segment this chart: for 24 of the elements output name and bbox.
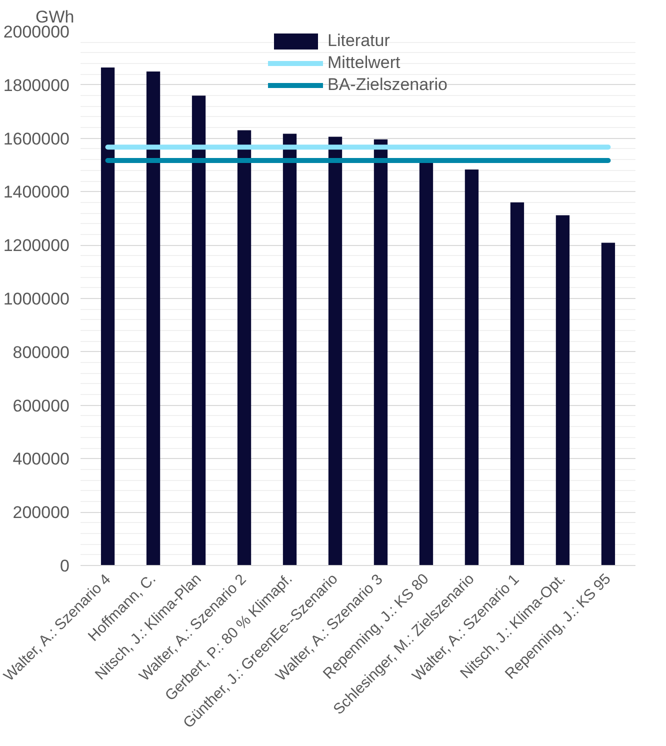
bar bbox=[510, 202, 524, 566]
bar bbox=[328, 136, 342, 566]
bar bbox=[146, 72, 160, 566]
y-tick-label: 200000 bbox=[12, 503, 70, 522]
y-tick-label: 400000 bbox=[12, 450, 70, 469]
y-tick-label: 1000000 bbox=[3, 290, 70, 308]
y-tick-label: 0 bbox=[60, 556, 70, 576]
bar bbox=[192, 96, 206, 566]
bar bbox=[556, 215, 570, 566]
bar bbox=[100, 68, 115, 566]
y-tick-label: 1400000 bbox=[3, 182, 70, 202]
y-tick-label: 800000 bbox=[12, 342, 70, 362]
y-tick-label: 1600000 bbox=[3, 129, 70, 148]
bar bbox=[237, 130, 252, 566]
legend-label: BA-Zielszenario bbox=[328, 75, 448, 95]
y-tick-label: 600000 bbox=[12, 396, 70, 416]
bar bbox=[464, 170, 479, 566]
bar bbox=[601, 242, 616, 566]
y-tick-label: 1800000 bbox=[3, 76, 70, 95]
legend-label: Literatur bbox=[328, 31, 390, 51]
bar bbox=[282, 134, 297, 566]
bar bbox=[374, 139, 388, 566]
y-tick-label: 1200000 bbox=[3, 236, 70, 256]
legend-label: Mittelwert bbox=[328, 53, 400, 73]
